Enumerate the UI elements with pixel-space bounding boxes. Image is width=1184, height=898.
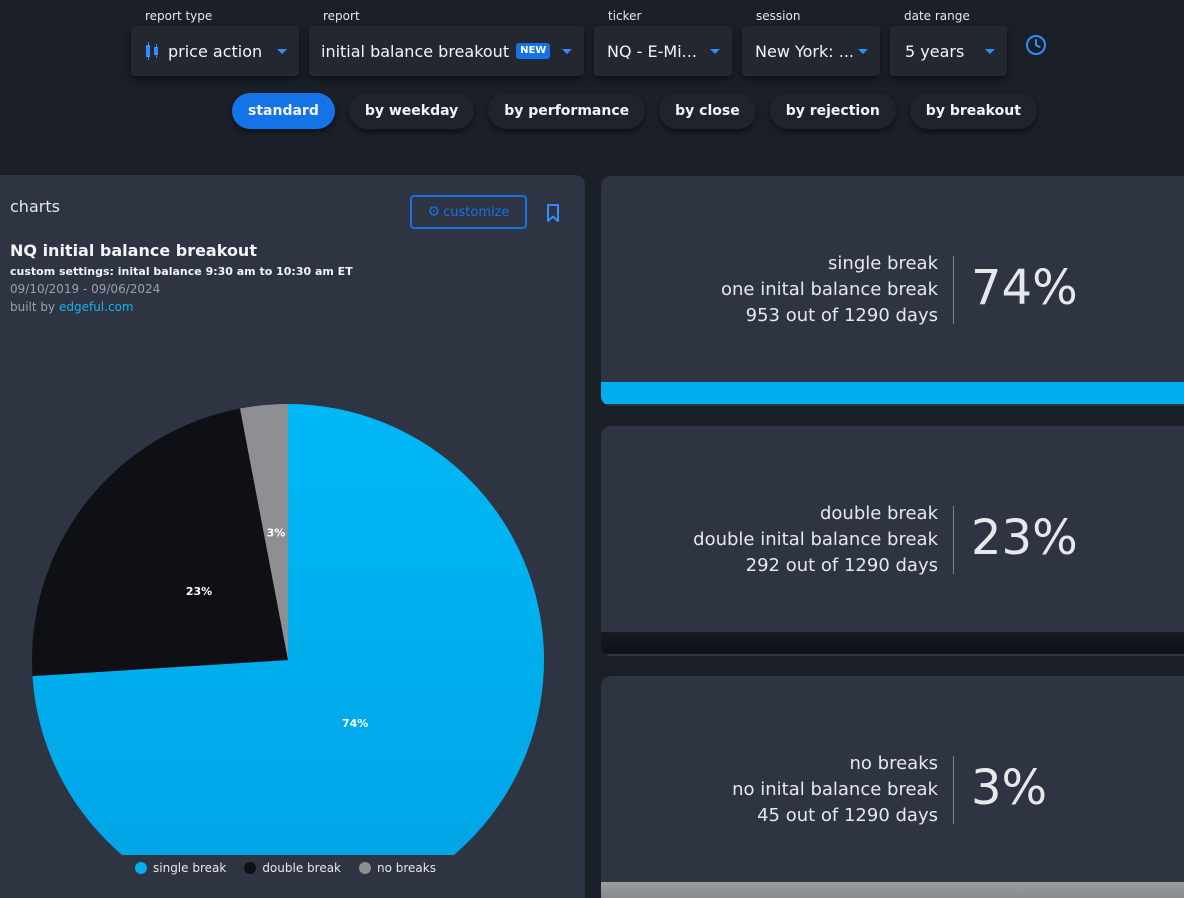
tab-by-breakout[interactable]: by breakout bbox=[909, 93, 1037, 129]
stat-title: double break bbox=[819, 503, 938, 524]
date-range-label: date range bbox=[904, 9, 970, 23]
report-tabs: standard by weekday by performance by cl… bbox=[232, 93, 1051, 129]
ticker-select[interactable]: NQ - E-Mi... bbox=[594, 26, 732, 76]
tab-by-rejection[interactable]: by rejection bbox=[769, 93, 896, 129]
tab-standard[interactable]: standard bbox=[232, 93, 335, 129]
legend-item-no-breaks[interactable]: no breaks bbox=[359, 861, 436, 875]
tab-by-weekday[interactable]: by weekday bbox=[348, 93, 475, 129]
session-value: New York: ... bbox=[755, 41, 854, 61]
ticker-value: NQ - E-Mi... bbox=[607, 41, 697, 61]
stat-percent: 3% bbox=[971, 760, 1048, 816]
stat-divider bbox=[953, 506, 954, 574]
chevron-down-icon bbox=[277, 48, 287, 54]
chart-title: NQ initial balance breakout bbox=[10, 241, 257, 260]
stat-text: no breaks no inital balance break 45 out… bbox=[732, 751, 938, 829]
report-filter: report initial balance breakout NEW bbox=[309, 8, 584, 76]
stat-divider bbox=[953, 256, 954, 324]
charts-panel: charts ⚙ customize NQ initial balance br… bbox=[0, 175, 585, 898]
legend-label: double break bbox=[262, 861, 341, 875]
date-range-select[interactable]: 5 years bbox=[890, 26, 1007, 76]
pie-data-label: 74% bbox=[342, 717, 368, 730]
clock-icon[interactable] bbox=[1025, 34, 1047, 56]
legend-item-double-break[interactable]: double break bbox=[244, 861, 341, 875]
pie-slice-single-break[interactable] bbox=[32, 404, 544, 855]
stat-text: single break one inital balance break 95… bbox=[721, 251, 938, 329]
stat-title: single break bbox=[828, 253, 938, 274]
stat-description: one inital balance break bbox=[721, 279, 938, 300]
report-type-filter: report type price action bbox=[131, 8, 299, 76]
stat-divider bbox=[953, 756, 954, 824]
stat-bar bbox=[601, 882, 1184, 898]
stat-description: double inital balance break bbox=[693, 529, 938, 550]
tab-by-performance[interactable]: by performance bbox=[488, 93, 646, 129]
ticker-filter: ticker NQ - E-Mi... bbox=[594, 8, 732, 76]
pie-slice-double-break[interactable] bbox=[32, 408, 288, 677]
stat-bar bbox=[601, 632, 1184, 654]
chevron-down-icon bbox=[985, 48, 995, 54]
stat-bar bbox=[601, 382, 1184, 404]
report-type-value: price action bbox=[168, 41, 263, 61]
report-label: report bbox=[323, 9, 360, 23]
pie-data-label: 3% bbox=[267, 527, 286, 540]
panel-title: charts bbox=[10, 197, 60, 216]
customize-label: customize bbox=[443, 204, 510, 220]
chevron-down-icon bbox=[858, 48, 868, 54]
stat-count: 953 out of 1290 days bbox=[745, 305, 938, 326]
legend-item-single-break[interactable]: single break bbox=[135, 861, 226, 875]
gear-icon: ⚙ bbox=[427, 204, 441, 220]
stat-text: double break double inital balance break… bbox=[693, 501, 938, 579]
stat-card-no-breaks: no breaks no inital balance break 45 out… bbox=[601, 676, 1184, 898]
stat-percent: 23% bbox=[971, 510, 1078, 566]
new-badge: NEW bbox=[516, 43, 551, 59]
chart-settings: custom settings: inital balance 9:30 am … bbox=[10, 265, 353, 278]
legend-dot-icon bbox=[359, 862, 371, 874]
legend-label: single break bbox=[153, 861, 227, 875]
ticker-label: ticker bbox=[608, 9, 642, 23]
pie-slice-no-breaks[interactable] bbox=[240, 404, 288, 660]
chevron-down-icon bbox=[562, 48, 572, 54]
bookmark-icon[interactable] bbox=[545, 203, 561, 223]
stat-percent: 74% bbox=[971, 260, 1078, 316]
chevron-down-icon bbox=[710, 48, 720, 54]
filter-bar: report type price action report initial … bbox=[0, 0, 1184, 160]
stat-card-double-break: double break double inital balance break… bbox=[601, 426, 1184, 656]
customize-button[interactable]: ⚙ customize bbox=[410, 195, 527, 229]
session-filter: session New York: ... bbox=[742, 8, 880, 76]
legend-dot-icon bbox=[135, 862, 147, 874]
date-range-filter: date range 5 years bbox=[890, 8, 1007, 76]
report-value: initial balance breakout bbox=[321, 41, 510, 61]
report-type-select[interactable]: price action bbox=[131, 26, 299, 76]
report-type-label: report type bbox=[145, 9, 213, 23]
stat-count: 45 out of 1290 days bbox=[757, 805, 938, 826]
stat-title: no breaks bbox=[849, 753, 938, 774]
session-label: session bbox=[756, 9, 801, 23]
report-select[interactable]: initial balance breakout NEW bbox=[309, 26, 584, 76]
session-select[interactable]: New York: ... bbox=[742, 26, 880, 76]
pie-data-label: 23% bbox=[186, 585, 212, 598]
chart-legend: single break double break no breaks bbox=[135, 861, 454, 875]
built-by-prefix: built by bbox=[10, 300, 56, 314]
stat-count: 292 out of 1290 days bbox=[745, 555, 938, 576]
built-by: built by edgeful.com bbox=[10, 300, 134, 314]
candlestick-icon bbox=[144, 42, 160, 60]
stat-card-single-break: single break one inital balance break 95… bbox=[601, 176, 1184, 406]
legend-label: no breaks bbox=[377, 861, 436, 875]
pie-chart: 74% 23% 3% bbox=[32, 404, 544, 855]
date-range-value: 5 years bbox=[905, 41, 965, 61]
chart-date-span: 09/10/2019 - 09/06/2024 bbox=[10, 282, 161, 296]
built-by-link[interactable]: edgeful.com bbox=[58, 300, 134, 314]
legend-dot-icon bbox=[244, 862, 257, 874]
stat-description: no inital balance break bbox=[732, 779, 938, 800]
tab-by-close[interactable]: by close bbox=[659, 93, 756, 129]
